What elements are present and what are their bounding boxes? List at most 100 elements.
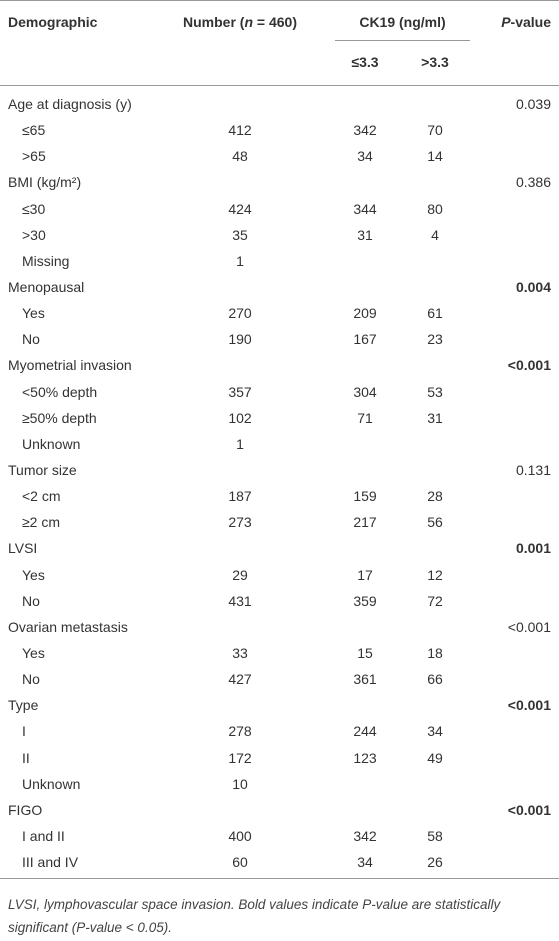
number-cell: 270 [228, 305, 252, 322]
p-value: 0.004 [515, 278, 551, 295]
number-cell: 424 [228, 200, 252, 217]
p-value: 0.001 [515, 540, 551, 557]
group-label: Tumor size [8, 461, 77, 478]
number-cell: 427 [228, 671, 252, 688]
low-cell: 31 [357, 226, 373, 243]
row-label: No [22, 592, 40, 609]
ck19-rule [335, 40, 470, 41]
number-cell: 400 [228, 827, 252, 844]
row-label: III and IV [22, 854, 79, 871]
high-cell: 28 [427, 488, 443, 505]
low-cell: 34 [357, 854, 373, 871]
high-cell: 70 [427, 122, 443, 139]
p-value: 0.131 [515, 461, 551, 478]
low-cell: 244 [353, 723, 377, 740]
row-label: <50% depth [22, 383, 98, 400]
header-number-prefix: Number ( [183, 14, 245, 30]
number-cell: 1 [236, 435, 244, 452]
p-value: <0.001 [507, 697, 551, 714]
bottom-rule [0, 878, 559, 879]
row-label: Yes [22, 305, 45, 322]
number-cell: 1 [236, 252, 244, 269]
high-cell: 4 [431, 226, 439, 243]
row-label: No [22, 331, 40, 348]
low-cell: 344 [353, 200, 377, 217]
number-cell: 102 [228, 409, 252, 426]
number-cell: 187 [228, 488, 252, 505]
row-label: Unknown [22, 435, 81, 452]
p-value: 0.386 [515, 174, 551, 191]
row-label: No [22, 671, 40, 688]
p-value: <0.001 [507, 801, 551, 818]
high-cell: 26 [427, 854, 443, 871]
number-cell: 60 [232, 854, 248, 871]
row-label: ≤65 [22, 122, 46, 139]
row-label: I and II [22, 827, 65, 844]
high-cell: 12 [427, 566, 443, 583]
header-pvalue-suffix: -value [510, 14, 551, 30]
number-cell: 33 [232, 644, 248, 661]
group-label: Menopausal [8, 278, 85, 295]
high-cell: 72 [427, 592, 443, 609]
number-cell: 35 [232, 226, 248, 243]
row-label: Missing [22, 252, 70, 269]
high-cell: 56 [427, 514, 443, 531]
row-label: <2 cm [22, 488, 61, 505]
low-cell: 359 [353, 592, 377, 609]
low-cell: 342 [353, 827, 377, 844]
low-cell: 159 [353, 488, 377, 505]
top-rule [0, 0, 559, 1]
high-cell: 49 [427, 749, 443, 766]
number-cell: 278 [228, 723, 252, 740]
high-cell: 66 [427, 671, 443, 688]
number-cell: 412 [228, 122, 252, 139]
p-value: <0.001 [507, 357, 551, 374]
number-cell: 273 [228, 514, 252, 531]
header-pvalue-italic: P [501, 14, 511, 30]
header-pvalue: P-value [501, 13, 551, 31]
number-cell: 48 [232, 148, 248, 165]
row-label: Yes [22, 566, 45, 583]
high-cell: 53 [427, 383, 443, 400]
low-cell: 167 [353, 331, 377, 348]
group-label: Ovarian metastasis [8, 618, 128, 635]
high-cell: 31 [427, 409, 443, 426]
number-cell: 10 [232, 775, 248, 792]
row-label: ≥2 cm [22, 514, 61, 531]
header-number-italic: n [244, 14, 254, 30]
group-label: FIGO [8, 801, 43, 818]
row-label: I [22, 723, 26, 740]
group-label: Myometrial invasion [8, 357, 132, 374]
number-cell: 190 [228, 331, 252, 348]
header-demographic: Demographic [8, 14, 98, 30]
group-label: BMI (kg/m²) [8, 174, 82, 191]
low-cell: 342 [353, 122, 377, 139]
high-cell: 80 [427, 200, 443, 217]
high-cell: 18 [427, 644, 443, 661]
p-value: <0.001 [507, 618, 551, 635]
row-label: Unknown [22, 775, 81, 792]
low-cell: 209 [353, 305, 377, 322]
low-cell: 361 [353, 671, 377, 688]
high-cell: 34 [427, 723, 443, 740]
high-cell: 14 [427, 148, 443, 165]
low-cell: 15 [357, 644, 373, 661]
header-high: >3.3 [421, 54, 449, 70]
number-cell: 357 [228, 383, 252, 400]
header-number-suffix: = 460) [253, 14, 297, 30]
row-label: Yes [22, 644, 45, 661]
low-cell: 304 [353, 383, 377, 400]
number-cell: 29 [232, 566, 248, 583]
row-label: >30 [22, 226, 46, 243]
row-label: >65 [22, 148, 46, 165]
footnote: LVSI, lymphovascular space invasion. Bol… [8, 897, 501, 935]
row-label: II [22, 749, 30, 766]
header-low: ≤3.3 [351, 54, 379, 70]
low-cell: 123 [353, 749, 377, 766]
low-cell: 217 [353, 514, 377, 531]
group-label: LVSI [8, 540, 38, 557]
p-value: 0.039 [515, 96, 551, 112]
number-cell: 431 [228, 592, 252, 609]
group-label: Type [8, 697, 39, 714]
